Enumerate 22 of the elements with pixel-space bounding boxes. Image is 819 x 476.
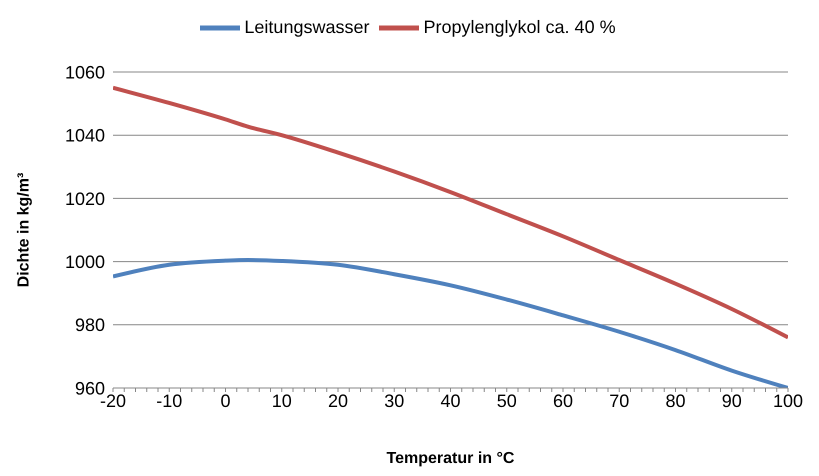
x-tick-label: 90: [722, 390, 742, 411]
legend-label: Propylenglykol ca. 40 %: [423, 16, 616, 37]
y-tick-label: 1040: [64, 126, 105, 146]
x-tick-label: -10: [156, 390, 182, 411]
y-tick-label: 980: [74, 315, 105, 336]
line-series: [113, 86, 788, 340]
x-tick-label: 60: [552, 390, 574, 411]
x-tick-label: 100: [772, 390, 804, 411]
x-tick-label: 50: [496, 390, 517, 411]
x-tick-label: 80: [665, 390, 686, 411]
x-tick-label: 0: [220, 390, 231, 411]
x-tick-label: 10: [272, 390, 292, 411]
y-tick-label: 1020: [64, 188, 105, 209]
x-tick-label: 30: [384, 390, 404, 411]
x-tick-label: 70: [609, 390, 630, 411]
x-axis-title: Temperatur in °C: [386, 450, 515, 467]
y-tick-label: 1000: [64, 252, 105, 272]
legend-label: Leitungswasser: [244, 16, 370, 37]
x-tick-label: 40: [440, 390, 461, 411]
y-axis-title: Dichte in kg/m³: [16, 172, 33, 288]
x-tick-label: 20: [328, 390, 348, 411]
y-tick-label: 1060: [64, 62, 105, 82]
